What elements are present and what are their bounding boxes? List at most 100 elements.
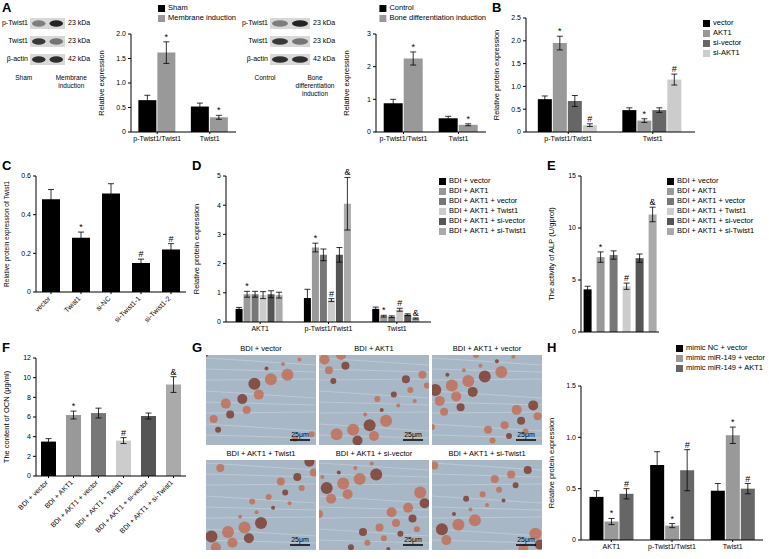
svg-text:3: 3 <box>217 231 221 238</box>
svg-text:p-Twist1/Twist1: p-Twist1/Twist1 <box>133 135 181 143</box>
svg-text:10: 10 <box>23 374 31 381</box>
svg-text:25μm: 25μm <box>404 431 422 439</box>
svg-text:Twist1: Twist1 <box>723 543 743 550</box>
svg-text:Twist1: Twist1 <box>63 295 82 314</box>
svg-text:4: 4 <box>217 202 221 209</box>
svg-text:*: * <box>79 222 83 232</box>
svg-text:*: * <box>558 26 562 36</box>
svg-text:5: 5 <box>572 276 576 283</box>
svg-text:*: * <box>382 305 386 315</box>
svg-text:AKT1: AKT1 <box>603 543 621 550</box>
svg-text:0: 0 <box>572 536 576 543</box>
svg-text:1.5: 1.5 <box>116 55 126 62</box>
svg-text:25μm: 25μm <box>517 431 535 439</box>
svg-text:2.0: 2.0 <box>116 30 126 37</box>
svg-text:Twist1: Twist1 <box>449 135 469 142</box>
svg-text:4: 4 <box>27 433 31 440</box>
svg-text:BDI + AKT1 + Twist1: BDI + AKT1 + Twist1 <box>74 479 125 530</box>
svg-text:p-Twist1/Twist1: p-Twist1/Twist1 <box>544 135 592 143</box>
svg-text:&: & <box>650 197 656 207</box>
svg-text:6: 6 <box>27 413 31 420</box>
svg-text:BDI + AKT1 + si-vector: BDI + AKT1 + si-vector <box>93 478 150 535</box>
svg-text:25μm: 25μm <box>517 536 535 544</box>
svg-text:#: # <box>624 479 629 489</box>
svg-text:2.5: 2.5 <box>511 14 521 21</box>
svg-text:#: # <box>745 474 750 484</box>
svg-text:#: # <box>672 64 677 74</box>
svg-text:12: 12 <box>23 354 31 361</box>
svg-text:&: & <box>413 308 419 318</box>
svg-text:*: * <box>610 508 614 518</box>
svg-text:2: 2 <box>27 453 31 460</box>
svg-text:si-NC: si-NC <box>94 295 111 312</box>
svg-text:#: # <box>121 428 126 438</box>
svg-text:#: # <box>138 249 143 259</box>
svg-text:BDI + AKT1 + vector: BDI + AKT1 + vector <box>49 478 100 529</box>
svg-text:2.0: 2.0 <box>511 37 521 44</box>
svg-text:#: # <box>397 298 402 308</box>
svg-text:15: 15 <box>568 172 576 179</box>
svg-text:1.0: 1.0 <box>116 79 126 86</box>
svg-text:*: * <box>245 281 249 291</box>
svg-text:0: 0 <box>27 288 31 295</box>
svg-text:*: * <box>466 114 470 124</box>
svg-text:*: * <box>670 514 674 524</box>
svg-text:0: 0 <box>367 128 371 135</box>
svg-text:Twist1: Twist1 <box>387 325 407 332</box>
svg-text:0: 0 <box>217 318 221 325</box>
svg-text:1.0: 1.0 <box>511 83 521 90</box>
svg-text:#: # <box>168 234 173 244</box>
svg-text:2: 2 <box>367 63 371 70</box>
svg-text:#: # <box>329 289 334 299</box>
svg-text:25μm: 25μm <box>404 536 422 544</box>
svg-text:1: 1 <box>367 96 371 103</box>
svg-text:0: 0 <box>517 128 521 135</box>
svg-text:Twist1: Twist1 <box>643 135 663 142</box>
svg-text:p-Twist1/Twist1: p-Twist1/Twist1 <box>380 135 428 143</box>
svg-text:AKT1: AKT1 <box>251 325 269 332</box>
svg-text:*: * <box>217 105 221 115</box>
svg-text:p-Twist1/Twist1: p-Twist1/Twist1 <box>305 325 353 333</box>
svg-text:*: * <box>731 417 735 427</box>
svg-text:0: 0 <box>572 328 576 335</box>
svg-text:#: # <box>624 273 629 283</box>
svg-text:0: 0 <box>27 472 31 479</box>
svg-text:10: 10 <box>568 224 576 231</box>
svg-text:*: * <box>165 32 169 42</box>
svg-text:1.5: 1.5 <box>566 382 576 389</box>
svg-text:8: 8 <box>27 394 31 401</box>
svg-text:0.5: 0.5 <box>511 106 521 113</box>
svg-text:*: * <box>599 242 603 252</box>
svg-text:1.0: 1.0 <box>566 434 576 441</box>
svg-text:*: * <box>643 109 647 119</box>
svg-text:1: 1 <box>217 289 221 296</box>
svg-text:0.5: 0.5 <box>116 104 126 111</box>
svg-text:vector: vector <box>33 294 52 313</box>
svg-text:&: & <box>170 367 176 377</box>
svg-text:si-Twist1-2: si-Twist1-2 <box>143 295 172 324</box>
svg-text:*: * <box>72 401 76 411</box>
svg-text:25μm: 25μm <box>291 536 309 544</box>
svg-text:BDI + vector: BDI + vector <box>16 478 50 512</box>
svg-text:BDI + AKT1 + si-Twist1: BDI + AKT1 + si-Twist1 <box>118 479 174 535</box>
svg-text:#: # <box>587 114 592 124</box>
svg-text:Twist1: Twist1 <box>200 135 220 142</box>
svg-text:&: & <box>344 167 350 177</box>
svg-text:2: 2 <box>217 260 221 267</box>
html-text:Bone differentiation induction: Bone differentiation induction <box>295 74 335 97</box>
svg-text:*: * <box>411 42 415 52</box>
svg-text:p-Twist1/Twist1: p-Twist1/Twist1 <box>648 543 696 551</box>
svg-text:5: 5 <box>217 172 221 179</box>
svg-text:0.5: 0.5 <box>566 485 576 492</box>
svg-text:#: # <box>685 440 690 450</box>
html-text:Membrane induction: Membrane induction <box>55 74 87 89</box>
svg-text:1.5: 1.5 <box>511 60 521 67</box>
svg-text:0.2: 0.2 <box>21 250 31 257</box>
svg-text:*: * <box>314 233 318 243</box>
svg-text:0: 0 <box>122 128 126 135</box>
svg-text:0.6: 0.6 <box>21 172 31 179</box>
svg-text:3: 3 <box>367 30 371 37</box>
svg-text:25μm: 25μm <box>291 431 309 439</box>
svg-text:0.4: 0.4 <box>21 211 31 218</box>
svg-text:si-Twist1-1: si-Twist1-1 <box>113 295 142 324</box>
